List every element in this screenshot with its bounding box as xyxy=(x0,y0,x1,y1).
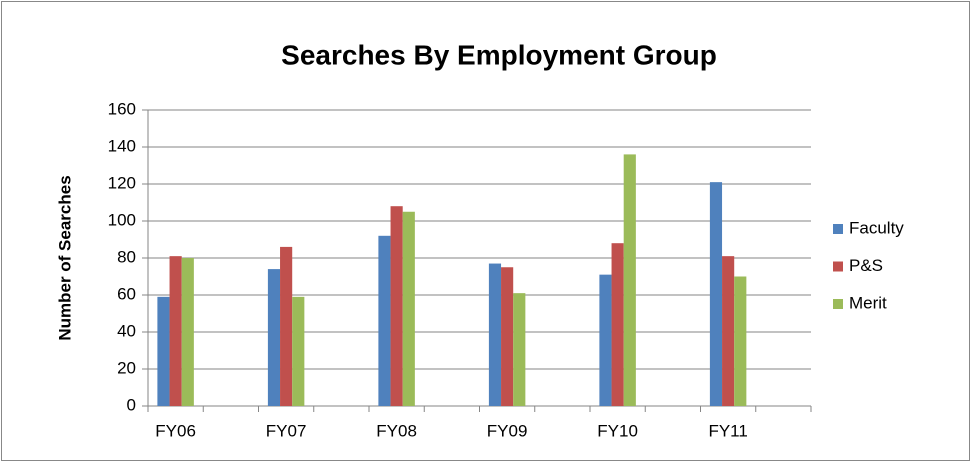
bar xyxy=(611,243,624,406)
y-axis-label: Number of Searches xyxy=(55,175,74,340)
bar xyxy=(709,182,723,406)
y-tick-label: 80 xyxy=(117,247,136,266)
legend-label: P&S xyxy=(849,256,883,275)
x-tick-label: FY08 xyxy=(376,421,417,440)
bar xyxy=(501,267,514,406)
bar xyxy=(623,154,636,406)
bar xyxy=(157,296,170,406)
y-tick-label: 160 xyxy=(108,99,136,118)
legend-swatch xyxy=(833,299,843,309)
x-tick-label: FY11 xyxy=(708,421,747,440)
y-tick-label: 40 xyxy=(117,321,136,340)
x-tick-label: FY06 xyxy=(155,421,196,440)
bar xyxy=(402,211,415,406)
bar xyxy=(513,293,526,406)
x-tick-label: FY09 xyxy=(487,421,528,440)
bar xyxy=(722,256,735,406)
x-tick-label: FY07 xyxy=(266,421,307,440)
bar xyxy=(488,263,502,406)
legend-swatch xyxy=(833,261,843,272)
bar xyxy=(390,206,403,406)
legend-label: Faculty xyxy=(849,218,904,237)
bar xyxy=(267,269,281,406)
y-tick-label: 120 xyxy=(108,173,136,192)
x-tick-label: FY10 xyxy=(597,421,638,440)
bar xyxy=(378,235,391,406)
legend-label: Merit xyxy=(849,293,887,312)
y-tick-label: 100 xyxy=(108,210,136,229)
y-tick-label: 60 xyxy=(117,284,136,303)
bar xyxy=(599,274,612,406)
y-tick-label: 20 xyxy=(117,358,136,377)
legend-swatch xyxy=(833,224,843,234)
chart-title: Searches By Employment Group xyxy=(281,39,717,70)
bar xyxy=(292,296,305,406)
bar xyxy=(280,246,293,406)
bar xyxy=(734,276,747,406)
bar xyxy=(169,256,182,406)
y-tick-label: 140 xyxy=(108,136,136,155)
y-tick-label: 0 xyxy=(127,395,136,414)
bar xyxy=(181,258,194,406)
